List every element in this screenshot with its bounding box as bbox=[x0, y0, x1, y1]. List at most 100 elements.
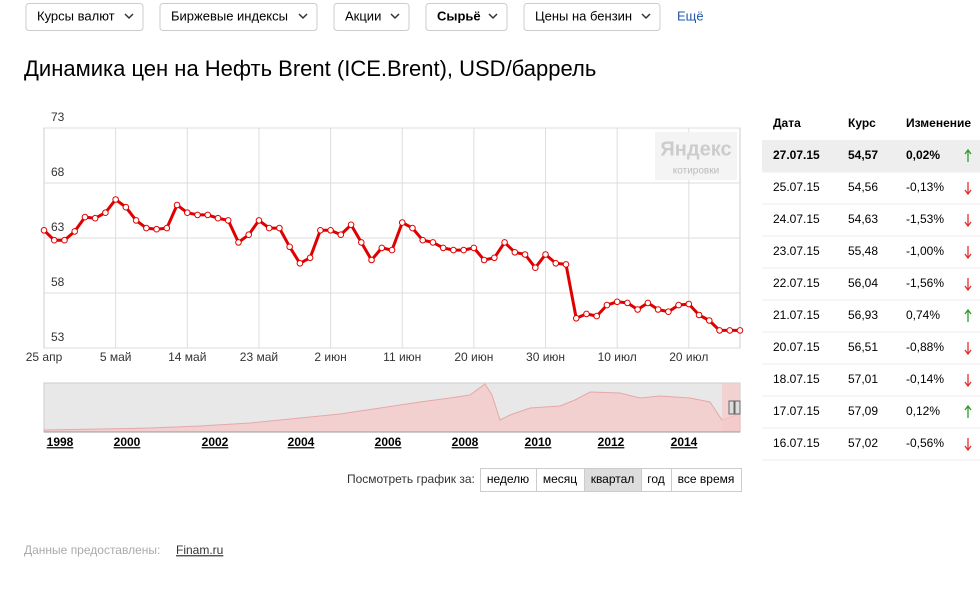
tab-label[interactable]: Цены на бензин bbox=[535, 8, 632, 23]
nav-tab[interactable]: Биржевые индексы bbox=[159, 3, 318, 31]
x-tick-label: 10 июл bbox=[598, 350, 637, 364]
dropdown-arrow[interactable] bbox=[641, 13, 651, 20]
point-marker bbox=[224, 217, 232, 224]
change-cell: -0,88% bbox=[906, 340, 944, 354]
navigator-year[interactable]: 2004 bbox=[288, 435, 315, 449]
period-option[interactable]: год bbox=[647, 472, 665, 486]
tab-label[interactable]: Сырьё bbox=[437, 8, 481, 23]
point-marker bbox=[112, 196, 119, 203]
navigator-year[interactable]: 1998 bbox=[47, 435, 74, 449]
footer-link[interactable]: Finam.ru bbox=[176, 543, 223, 557]
point-marker bbox=[429, 239, 437, 246]
point-marker bbox=[337, 231, 345, 238]
x-tick-label: 14 май bbox=[168, 350, 206, 364]
point-marker bbox=[613, 298, 621, 306]
watermark-caption: котировки bbox=[673, 166, 719, 177]
change-cell: -1,53% bbox=[906, 212, 944, 226]
period-button[interactable] bbox=[671, 468, 742, 492]
point-marker bbox=[368, 256, 375, 264]
point-marker bbox=[542, 251, 549, 258]
point-marker bbox=[296, 260, 304, 267]
point-marker bbox=[173, 201, 181, 209]
point-marker bbox=[163, 224, 171, 232]
change-cell: -1,56% bbox=[906, 276, 944, 290]
watermark-box bbox=[655, 132, 737, 180]
tab-box[interactable] bbox=[159, 3, 318, 31]
tab-label[interactable]: Биржевые индексы bbox=[171, 8, 288, 23]
point-marker bbox=[398, 219, 406, 226]
price-cell: 57,02 bbox=[848, 436, 878, 450]
date-cell: 21.07.15 bbox=[773, 308, 820, 322]
dropdown-arrow[interactable] bbox=[124, 13, 134, 20]
point-marker bbox=[716, 327, 723, 334]
point-marker bbox=[501, 239, 508, 246]
tab-label[interactable]: Акции bbox=[345, 8, 381, 23]
point-marker bbox=[122, 203, 130, 211]
direction-arrow bbox=[964, 438, 972, 452]
navigator-year[interactable]: 2002 bbox=[202, 435, 229, 449]
date-cell: 17.07.15 bbox=[773, 404, 820, 418]
period-option[interactable]: месяц bbox=[543, 472, 577, 486]
date-cell: 16.07.15 bbox=[773, 436, 820, 450]
tab-box[interactable] bbox=[523, 3, 661, 31]
navigator-year[interactable]: 2008 bbox=[452, 435, 479, 449]
navigator-year[interactable]: 2006 bbox=[375, 435, 402, 449]
date-cell: 18.07.15 bbox=[773, 372, 820, 386]
direction-arrow bbox=[964, 404, 972, 418]
date-cell: 24.07.15 bbox=[773, 212, 820, 226]
nav-tab[interactable]: Сырьё bbox=[425, 3, 508, 31]
point-marker bbox=[255, 217, 263, 224]
direction-arrow bbox=[964, 246, 972, 260]
navigator-handle[interactable] bbox=[734, 400, 741, 415]
point-marker bbox=[245, 231, 253, 238]
y-tick-label: 73 bbox=[51, 110, 65, 124]
point-marker bbox=[61, 236, 68, 244]
period-option[interactable]: все время bbox=[678, 472, 735, 486]
nav-tab[interactable]: Курсы валют bbox=[25, 3, 144, 31]
nav-more[interactable]: Ещё bbox=[677, 8, 704, 23]
date-cell: 27.07.15 bbox=[773, 148, 820, 162]
change-cell: -0,13% bbox=[906, 180, 944, 194]
point-marker bbox=[665, 308, 672, 316]
point-marker bbox=[521, 251, 529, 258]
point-marker bbox=[511, 249, 519, 256]
tab-label[interactable]: Курсы валют bbox=[37, 8, 115, 23]
point-marker bbox=[491, 254, 498, 262]
y-tick-label: 63 bbox=[51, 220, 65, 234]
nav-tab[interactable]: Акции bbox=[333, 3, 410, 31]
change-cell: 0,74% bbox=[906, 308, 940, 322]
point-marker bbox=[439, 244, 447, 252]
navigator-year[interactable]: 2000 bbox=[114, 435, 141, 449]
price-cell: 56,93 bbox=[848, 308, 878, 322]
point-marker bbox=[419, 236, 427, 244]
tab-box[interactable] bbox=[333, 3, 410, 31]
tab-box[interactable] bbox=[25, 3, 144, 31]
navigator-year[interactable]: 2010 bbox=[525, 435, 552, 449]
point-marker bbox=[480, 256, 488, 264]
point-marker bbox=[562, 261, 570, 268]
footer-label: Данные предоставлены: bbox=[24, 543, 160, 557]
navigator-handle[interactable] bbox=[728, 400, 735, 415]
point-marker bbox=[644, 299, 652, 307]
point-marker bbox=[204, 211, 212, 219]
change-cell: -1,00% bbox=[906, 244, 944, 258]
x-tick-label: 20 июл bbox=[669, 350, 708, 364]
point-marker bbox=[460, 246, 467, 254]
dropdown-arrow[interactable] bbox=[488, 13, 498, 20]
dropdown-arrow[interactable] bbox=[298, 13, 308, 20]
price-cell: 54,57 bbox=[848, 148, 878, 162]
watermark-brand: Яндекс bbox=[660, 138, 731, 160]
direction-arrow bbox=[964, 374, 972, 388]
point-marker bbox=[276, 224, 283, 232]
point-marker bbox=[317, 227, 324, 234]
navigator-year[interactable]: 2012 bbox=[598, 435, 625, 449]
point-marker bbox=[327, 227, 334, 234]
period-option[interactable]: неделю bbox=[487, 472, 529, 486]
dropdown-arrow[interactable] bbox=[390, 13, 400, 20]
period-label: Посмотреть график за: bbox=[347, 472, 475, 486]
navigator-year[interactable]: 2014 bbox=[671, 435, 698, 449]
tab-box[interactable] bbox=[425, 3, 508, 31]
nav-tab[interactable]: Цены на бензин bbox=[523, 3, 661, 31]
period-option[interactable]: квартал bbox=[591, 472, 635, 486]
